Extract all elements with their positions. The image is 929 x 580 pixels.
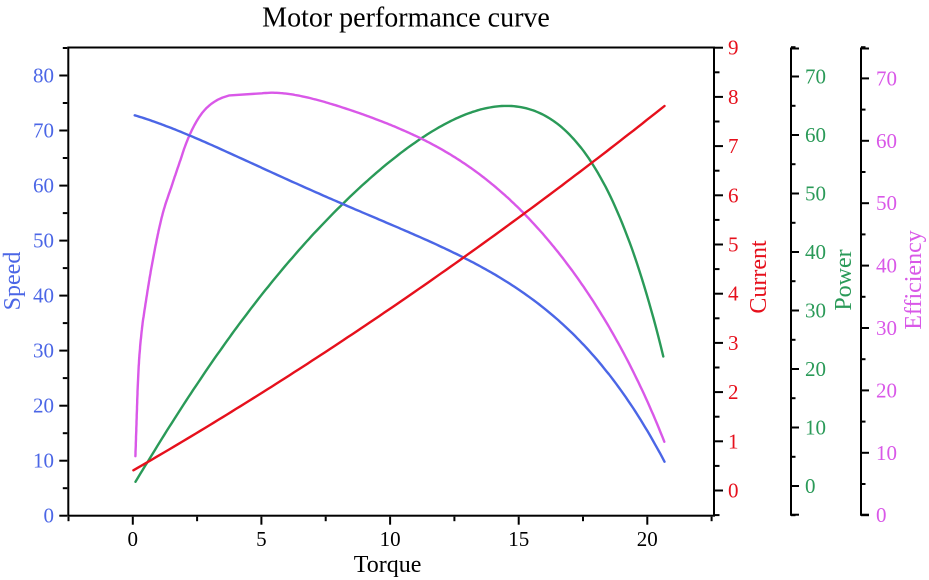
svg-text:20: 20 <box>637 527 658 551</box>
svg-text:2: 2 <box>728 380 739 404</box>
svg-text:Motor performance curve: Motor performance curve <box>262 2 550 33</box>
svg-text:0: 0 <box>44 504 55 528</box>
svg-text:70: 70 <box>876 66 897 90</box>
svg-text:Power: Power <box>831 249 857 310</box>
svg-text:40: 40 <box>876 254 897 278</box>
svg-text:9: 9 <box>728 36 739 60</box>
svg-text:30: 30 <box>33 339 54 363</box>
svg-text:10: 10 <box>33 449 54 473</box>
svg-text:5: 5 <box>728 233 739 257</box>
svg-text:10: 10 <box>876 441 897 465</box>
svg-text:30: 30 <box>876 316 897 340</box>
svg-text:Speed: Speed <box>0 252 26 311</box>
svg-text:50: 50 <box>805 182 826 206</box>
svg-text:0: 0 <box>728 479 739 503</box>
svg-text:60: 60 <box>876 129 897 153</box>
svg-text:40: 40 <box>33 284 54 308</box>
svg-text:0: 0 <box>876 503 887 527</box>
svg-text:3: 3 <box>728 331 739 355</box>
svg-text:0: 0 <box>805 474 816 498</box>
svg-text:0: 0 <box>128 527 139 551</box>
svg-text:30: 30 <box>805 299 826 323</box>
svg-text:4: 4 <box>728 282 739 306</box>
svg-text:10: 10 <box>805 416 826 440</box>
svg-text:20: 20 <box>805 357 826 381</box>
svg-text:7: 7 <box>728 134 739 158</box>
svg-text:20: 20 <box>876 378 897 402</box>
svg-text:20: 20 <box>33 394 54 418</box>
svg-text:50: 50 <box>33 229 54 253</box>
svg-text:8: 8 <box>728 85 739 109</box>
svg-text:5: 5 <box>256 527 267 551</box>
svg-text:1: 1 <box>728 429 739 453</box>
svg-text:70: 70 <box>33 119 54 143</box>
svg-text:6: 6 <box>728 183 739 207</box>
svg-text:60: 60 <box>33 174 54 198</box>
svg-text:Current: Current <box>746 240 772 314</box>
svg-text:80: 80 <box>33 64 54 88</box>
svg-text:60: 60 <box>805 123 826 147</box>
svg-text:70: 70 <box>805 65 826 89</box>
svg-text:Torque: Torque <box>354 552 422 578</box>
svg-text:40: 40 <box>805 240 826 264</box>
svg-text:15: 15 <box>508 527 529 551</box>
svg-text:50: 50 <box>876 191 897 215</box>
svg-text:10: 10 <box>380 527 401 551</box>
svg-text:Efficiency: Efficiency <box>901 230 927 330</box>
